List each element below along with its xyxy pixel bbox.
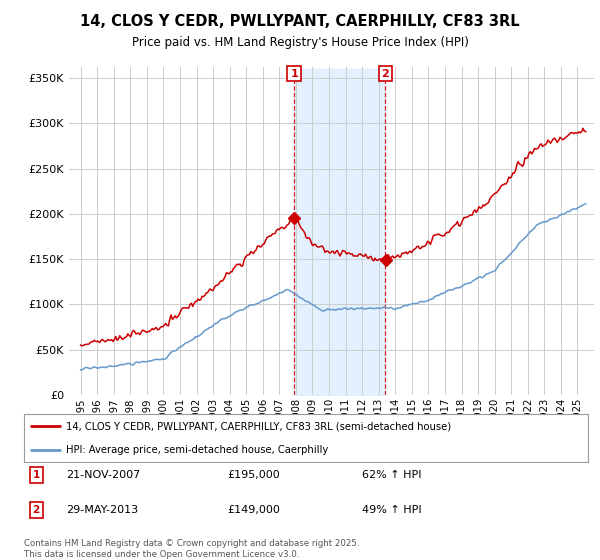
Text: 1: 1	[32, 470, 40, 480]
Text: 14, CLOS Y CEDR, PWLLYPANT, CAERPHILLY, CF83 3RL: 14, CLOS Y CEDR, PWLLYPANT, CAERPHILLY, …	[80, 14, 520, 29]
Text: 2: 2	[32, 505, 40, 515]
Text: Price paid vs. HM Land Registry's House Price Index (HPI): Price paid vs. HM Land Registry's House …	[131, 36, 469, 49]
Text: Contains HM Land Registry data © Crown copyright and database right 2025.
This d: Contains HM Land Registry data © Crown c…	[24, 539, 359, 559]
Text: HPI: Average price, semi-detached house, Caerphilly: HPI: Average price, semi-detached house,…	[66, 445, 329, 455]
Text: 62% ↑ HPI: 62% ↑ HPI	[362, 470, 422, 480]
Text: 14, CLOS Y CEDR, PWLLYPANT, CAERPHILLY, CF83 3RL (semi-detached house): 14, CLOS Y CEDR, PWLLYPANT, CAERPHILLY, …	[66, 421, 451, 431]
Text: 1: 1	[290, 68, 298, 78]
Text: 29-MAY-2013: 29-MAY-2013	[66, 505, 139, 515]
Text: 2: 2	[382, 68, 389, 78]
Text: £195,000: £195,000	[227, 470, 280, 480]
Text: 49% ↑ HPI: 49% ↑ HPI	[362, 505, 422, 515]
Text: £149,000: £149,000	[227, 505, 280, 515]
Text: 21-NOV-2007: 21-NOV-2007	[66, 470, 140, 480]
